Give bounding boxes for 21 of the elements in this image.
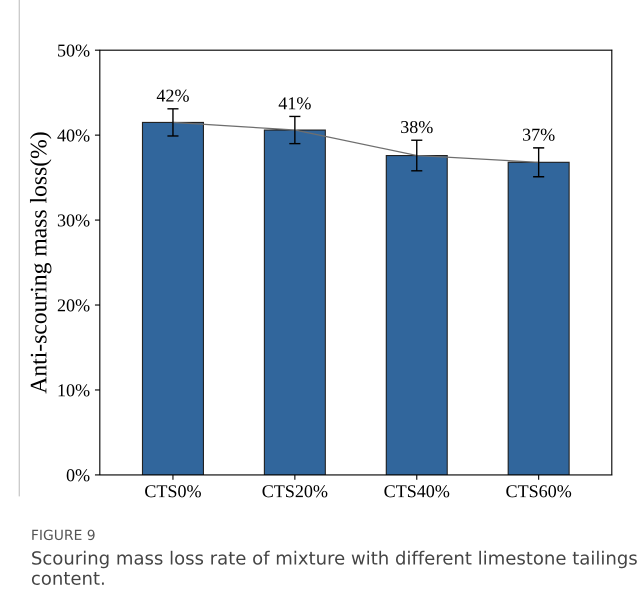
y-tick-label: 0% (66, 469, 90, 482)
x-tick-label: CTS0% (145, 485, 201, 498)
x-tick-label: CTS60% (506, 485, 572, 498)
bar (508, 162, 570, 475)
bar (264, 129, 326, 475)
caption: FIGURE 9 (32, 530, 95, 540)
bar (386, 154, 448, 475)
x-tick-label: CTS40% (384, 485, 450, 498)
y-axis-title: Anti-scouring mass loss(%) (30, 132, 52, 394)
text: Scouring mass loss rate of mixture with different limestone tailings content. (32, 550, 637, 585)
y-tick-label: 40% (57, 129, 90, 142)
y-tick-label: 20% (58, 299, 90, 312)
x-tick-label: CTS20% (262, 485, 328, 498)
data-label: 37% (522, 128, 555, 141)
y-tick-label: 50% (58, 44, 90, 57)
data-label: 38% (401, 120, 433, 134)
y-tick-label: 10% (58, 384, 90, 396)
data-label: 41% (278, 97, 311, 110)
y-tick-label: 30% (58, 214, 90, 227)
bar (142, 122, 204, 475)
data-label: 42% (156, 90, 189, 102)
